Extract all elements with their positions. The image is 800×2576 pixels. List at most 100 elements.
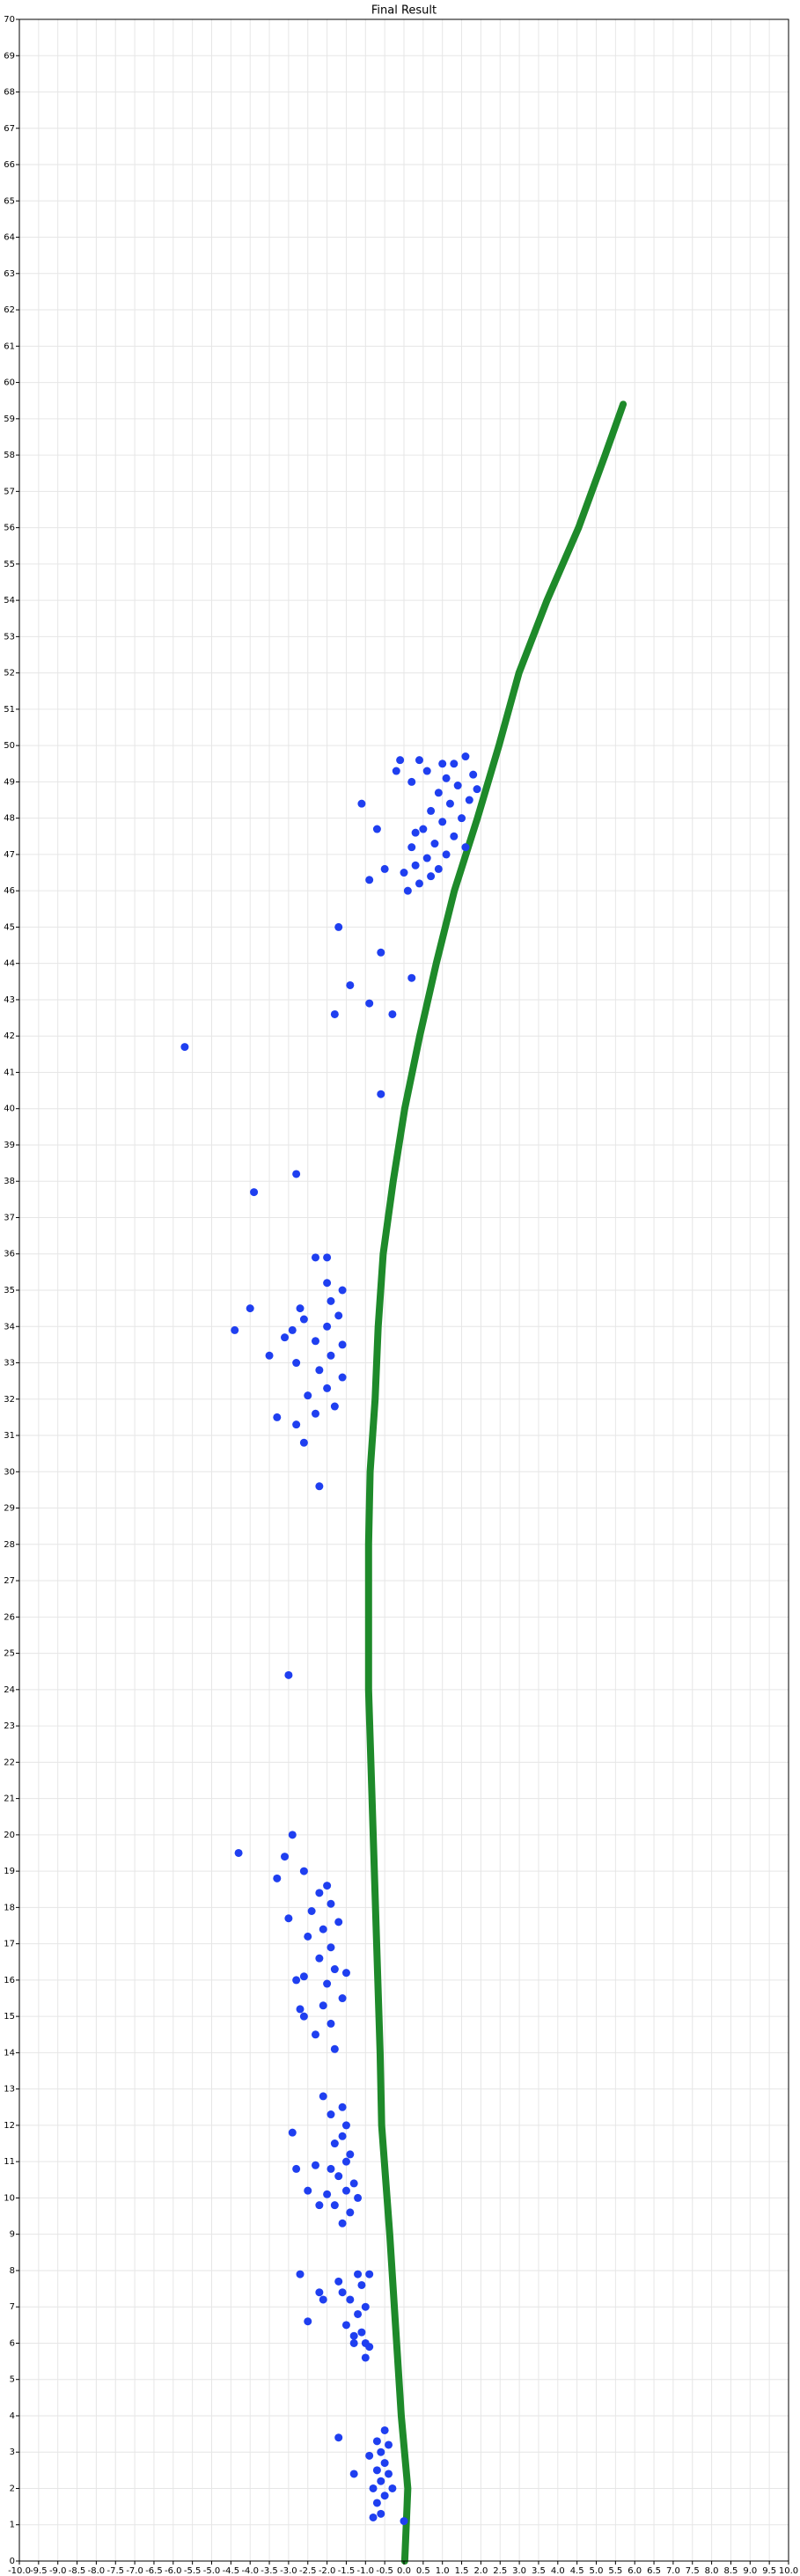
landmark-point (377, 2448, 385, 2456)
y-tick-label: 62 (4, 305, 15, 315)
y-tick-label: 28 (4, 1540, 15, 1550)
landmark-point (281, 1333, 290, 1342)
y-tick-label: 55 (4, 560, 15, 569)
x-tick-label: 8.0 (705, 2566, 719, 2576)
y-tick-label: 60 (4, 378, 15, 388)
landmark-point (338, 1994, 347, 2003)
landmark-point (419, 825, 428, 833)
y-tick-label: 19 (4, 1867, 15, 1876)
y-tick-label: 51 (4, 705, 15, 715)
landmark-point (427, 872, 436, 881)
landmark-point (292, 1170, 301, 1178)
landmark-point (299, 2012, 308, 2021)
y-tick-label: 20 (4, 1831, 15, 1840)
x-tick-label: 3.0 (512, 2566, 526, 2576)
landmark-point (338, 1340, 347, 1349)
x-tick-label: 9.5 (762, 2566, 776, 2576)
landmark-point (365, 2270, 374, 2279)
landmark-point (311, 1409, 319, 1418)
landmark-point (346, 980, 355, 989)
y-tick-label: 56 (4, 524, 15, 533)
landmark-point (380, 2492, 389, 2500)
y-tick-label: 45 (4, 922, 15, 932)
y-tick-label: 67 (4, 124, 15, 134)
y-tick-label: 52 (4, 669, 15, 679)
y-tick-label: 25 (4, 1649, 15, 1659)
landmark-point (334, 2433, 343, 2442)
landmark-point (292, 1359, 301, 1368)
x-tick-label: 0.5 (416, 2566, 430, 2576)
landmark-point (315, 2288, 324, 2297)
landmark-point (231, 1325, 239, 1334)
y-tick-label: 49 (4, 777, 15, 787)
landmark-point (357, 2328, 366, 2337)
landmark-point (327, 1943, 335, 1952)
landmark-point (465, 796, 473, 804)
landmark-point (369, 2484, 378, 2492)
landmark-point (265, 1351, 274, 1360)
y-tick-label: 33 (4, 1359, 15, 1369)
x-tick-label: 7.0 (666, 2566, 680, 2576)
landmark-point (361, 2302, 370, 2311)
landmark-point (288, 2128, 297, 2137)
x-tick-label: 2.5 (493, 2566, 507, 2576)
landmark-point (461, 752, 470, 761)
landmark-point (273, 1874, 282, 1882)
y-tick-label: 46 (4, 886, 15, 896)
landmark-point (372, 2499, 381, 2507)
landmark-point (338, 2103, 347, 2111)
x-tick-label: 1.0 (436, 2566, 450, 2576)
y-tick-label: 61 (4, 341, 15, 351)
y-tick-label: 6 (10, 2338, 15, 2348)
landmark-point (319, 1925, 327, 1934)
landmark-point (377, 2477, 385, 2485)
y-tick-label: 59 (4, 415, 15, 424)
landmark-point (323, 1383, 332, 1392)
y-tick-label: 14 (4, 2048, 15, 2058)
landmark-point (299, 1867, 308, 1875)
landmark-point (407, 777, 416, 786)
landmark-point (380, 2459, 389, 2468)
landmark-point (400, 2517, 408, 2526)
y-tick-label: 9 (10, 2230, 15, 2240)
x-tick-label: 7.5 (686, 2566, 700, 2576)
x-tick-label: -2.0 (319, 2566, 336, 2576)
landmark-point (450, 760, 459, 768)
landmark-point (334, 1311, 343, 1320)
landmark-point (330, 1402, 339, 1411)
landmark-point (334, 2172, 343, 2181)
landmark-point (319, 2001, 327, 2010)
landmark-point (365, 876, 374, 884)
landmark-point (349, 2179, 358, 2188)
landmark-point (334, 1918, 343, 1926)
landmark-point (304, 2317, 312, 2326)
x-tick-label: -0.5 (376, 2566, 393, 2576)
landmark-point (349, 2470, 358, 2478)
y-tick-label: 31 (4, 1431, 15, 1441)
landmark-point (330, 2201, 339, 2210)
x-tick-label: 4.5 (570, 2566, 584, 2576)
landmark-point (341, 2321, 350, 2330)
landmark-point (330, 2139, 339, 2148)
chart-title: Final Result (371, 4, 437, 18)
y-tick-label: 43 (4, 995, 15, 1005)
landmark-point (327, 2110, 335, 2119)
landmark-point (434, 789, 443, 797)
landmark-point (450, 832, 459, 840)
landmark-point (341, 2121, 350, 2130)
x-tick-label: -4.0 (241, 2566, 259, 2576)
landmark-point (453, 782, 462, 790)
x-tick-label: 5.0 (590, 2566, 604, 2576)
landmark-point (273, 1413, 282, 1421)
landmark-point (292, 1420, 301, 1429)
x-tick-label: 9.0 (743, 2566, 757, 2576)
landmark-point (461, 843, 470, 852)
x-tick-label: 2.0 (473, 2566, 488, 2576)
landmark-point (246, 1304, 254, 1313)
x-tick-label: -4.5 (223, 2566, 240, 2576)
y-tick-label: 26 (4, 1612, 15, 1622)
landmark-point (346, 2150, 355, 2159)
landmark-point (311, 1253, 319, 1262)
x-tick-label: 8.5 (723, 2566, 738, 2576)
landmark-point (377, 948, 385, 957)
